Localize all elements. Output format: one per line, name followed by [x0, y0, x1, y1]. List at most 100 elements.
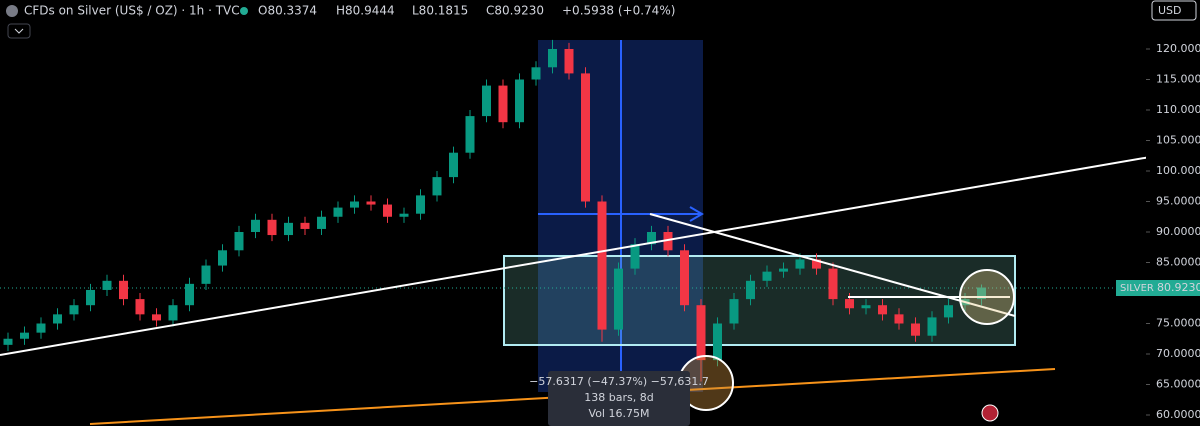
price-axis [1146, 0, 1200, 426]
candle-body [779, 268, 788, 272]
candle-body [647, 232, 656, 245]
price-tag: SILVER 80.9230 [1116, 280, 1200, 296]
candle-body [861, 305, 871, 309]
candle-body [482, 85, 491, 117]
price-tag-box [1116, 280, 1200, 296]
measure-box [548, 371, 690, 426]
y-tick-label: 105.0000 [1156, 134, 1200, 147]
candle-body [894, 314, 904, 324]
candle-body [20, 332, 29, 339]
candle-body [729, 299, 739, 324]
candle-body [399, 213, 409, 217]
candle-body [746, 280, 755, 300]
candle-body [927, 317, 937, 336]
candle-body [366, 201, 376, 205]
highlight-circle [959, 269, 1015, 325]
candle-body [795, 259, 805, 269]
candle-body [119, 280, 128, 300]
candles [3, 39, 986, 382]
candle-body [878, 305, 887, 315]
candle-body [317, 216, 326, 229]
candle-body [251, 219, 260, 232]
y-tick-label: 90.0000 [1156, 225, 1200, 238]
candle-body [663, 232, 673, 251]
arrow-head [689, 206, 704, 222]
candle-body [152, 314, 161, 321]
candle-body [185, 283, 194, 306]
candle-body [300, 222, 310, 229]
candle-body [53, 314, 62, 324]
ohlc-change: +0.5938 (+0.74%) [562, 4, 675, 18]
candle-body [762, 271, 772, 281]
candle-body [218, 250, 227, 266]
measure-volume: Vol 16.75M [589, 407, 650, 420]
candle-body [515, 79, 524, 123]
candle-body [911, 323, 920, 336]
candle-body [383, 204, 392, 217]
candle-body [828, 268, 838, 300]
candle-body [812, 259, 821, 269]
candle-body [201, 265, 211, 284]
candle-body [465, 116, 475, 153]
price-tag-symbol: SILVER [1120, 283, 1154, 294]
y-tick-label: 75.0000 [1156, 317, 1200, 330]
y-tick-label: 95.0000 [1156, 195, 1200, 208]
trend-line [0, 156, 1151, 356]
symbol-title: CFDs on Silver (US$ / OZ) · 1h · TVC [24, 4, 240, 18]
candle-body [581, 73, 590, 202]
candle-body [416, 195, 425, 214]
candle-body [350, 201, 359, 208]
candle-body [86, 289, 95, 306]
y-tick-label: 120.0000 [1156, 42, 1200, 55]
candle-body [696, 305, 706, 361]
price-tag-price: 80.9230 [1157, 281, 1200, 294]
candle-body [597, 201, 607, 330]
collapse-button[interactable] [7, 23, 31, 39]
y-tick-label: 115.0000 [1156, 73, 1200, 86]
measure-change: −57.6317 (−47.37%) −57,631.7 [529, 375, 709, 388]
measure-label: −57.6317 (−47.37%) −57,631.7 138 bars, 8… [529, 371, 709, 426]
ohlc-high: H80.9444 [336, 4, 395, 18]
y-axis: 60.000065.000070.000075.000080.000085.00… [1146, 42, 1200, 421]
symbol-icon [6, 5, 18, 17]
ohlc-low: L80.1815 [412, 4, 468, 18]
y-tick-label: 100.0000 [1156, 164, 1200, 177]
candle-body [333, 207, 343, 217]
header: CFDs on Silver (US$ / OZ) · 1h · TVC O80… [6, 0, 1197, 39]
currency: USD [1158, 4, 1182, 17]
candle-body [36, 323, 46, 333]
candle-body [713, 323, 722, 361]
y-tick-label: 110.0000 [1156, 103, 1200, 116]
drawings [0, 40, 1146, 392]
trend-line [649, 213, 1016, 317]
candle-body [680, 250, 689, 306]
candle-body [3, 338, 13, 345]
range-box [503, 255, 1016, 346]
status-dot [240, 7, 248, 15]
candle-body [168, 305, 178, 321]
candle-body [845, 299, 854, 309]
y-tick-label: 70.0000 [1156, 347, 1200, 360]
candle-body [234, 232, 244, 251]
y-tick-label: 60.0000 [1156, 408, 1200, 421]
ohlc-close: C80.9230 [486, 4, 544, 18]
candle-body [267, 219, 277, 236]
candle-body [977, 287, 986, 300]
event-icon[interactable] [981, 404, 999, 422]
candle-body [432, 177, 442, 196]
y-tick-label: 85.0000 [1156, 256, 1200, 269]
currency-button[interactable] [1151, 0, 1197, 21]
candle-body [630, 244, 640, 269]
candle-body [498, 85, 508, 123]
candle-body [548, 49, 557, 68]
candle-body [69, 305, 79, 315]
candle-body [944, 305, 953, 318]
y-tick-label: 65.0000 [1156, 378, 1200, 391]
candle-body [564, 49, 574, 74]
candle-body [614, 268, 623, 330]
chevron [14, 28, 24, 34]
measure-bars: 138 bars, 8d [584, 391, 653, 404]
ohlc-open: O80.3374 [258, 4, 317, 18]
candle-body [284, 222, 293, 236]
